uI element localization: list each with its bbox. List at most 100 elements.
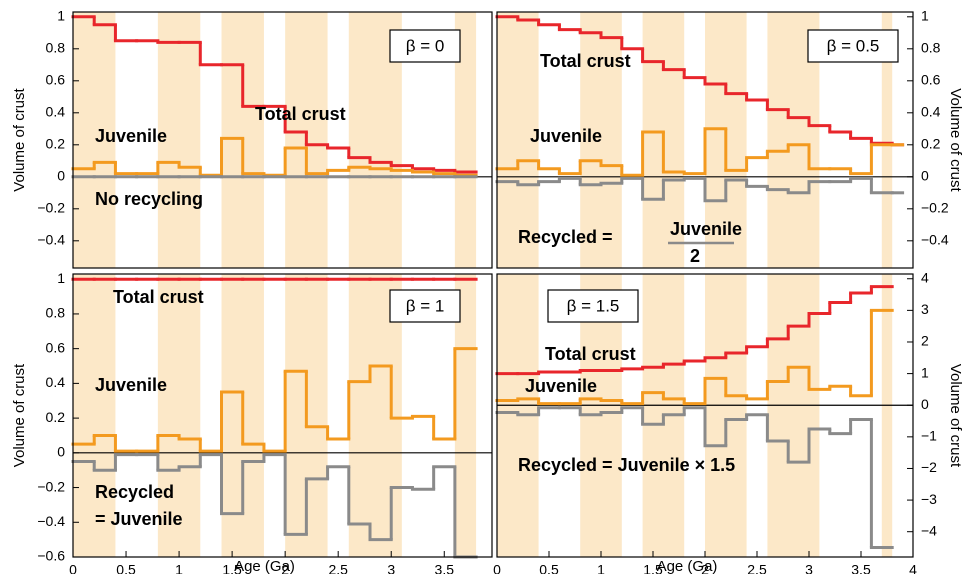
y-tick-label: 0.4 bbox=[46, 374, 66, 390]
y-tick-label: −0.4 bbox=[37, 513, 65, 529]
y-tick-label: 0.6 bbox=[46, 72, 66, 88]
step-connector bbox=[92, 348, 457, 452]
step-connector bbox=[516, 16, 894, 145]
y-tick-label: 3 bbox=[921, 301, 929, 317]
shaded-band bbox=[580, 12, 622, 268]
panel: −0.4 −0.2 0 0.2 0.4 0.6 0.8 1 Total crust Juvenil… bbox=[495, 8, 964, 269]
y-axis-label: Volume of crust bbox=[11, 363, 28, 467]
y-tick-label: 1 bbox=[921, 364, 929, 380]
y-tick-label: 0.2 bbox=[46, 136, 66, 152]
shaded-band bbox=[157, 12, 201, 268]
y-tick-label: 0 bbox=[57, 444, 65, 460]
y-tick-label: 0.8 bbox=[921, 40, 941, 56]
shaded-band bbox=[73, 274, 116, 557]
x-axis-label: Age (Ga) bbox=[657, 558, 718, 574]
shaded-band bbox=[157, 274, 201, 557]
y-tick-label: −4 bbox=[921, 522, 937, 538]
shaded-band bbox=[881, 12, 893, 268]
y-tick-label: 0.2 bbox=[46, 409, 66, 425]
annotation: Juvenile bbox=[670, 219, 742, 239]
panel-title: β = 0 bbox=[406, 36, 445, 55]
shaded-band bbox=[705, 274, 747, 557]
y-tick-label: −2 bbox=[921, 459, 937, 475]
y-axis-label: Volume of crust bbox=[11, 87, 28, 191]
y-tick-label: 0.6 bbox=[921, 72, 941, 88]
x-tick-label: 3.5 bbox=[851, 562, 871, 574]
series-label: Total crust bbox=[255, 104, 346, 124]
x-tick-label: 0.5 bbox=[116, 562, 136, 574]
panel-frame bbox=[496, 273, 914, 558]
y-tick-label: 0.8 bbox=[46, 40, 66, 56]
shaded-band bbox=[881, 274, 893, 557]
annotation: Recycled bbox=[95, 482, 174, 502]
x-tick-label: 1 bbox=[175, 562, 183, 574]
title-box bbox=[389, 289, 461, 323]
title-box bbox=[547, 289, 639, 323]
x-tick-label: 1.5 bbox=[222, 562, 242, 574]
panel-frame bbox=[72, 11, 493, 269]
x-tick-label: 2.5 bbox=[747, 562, 767, 574]
shaded-band bbox=[73, 12, 116, 268]
series-label: Total crust bbox=[113, 287, 204, 307]
y-tick-label: −1 bbox=[921, 428, 937, 444]
y-tick-label: 0.4 bbox=[921, 104, 941, 120]
title-box bbox=[389, 29, 461, 63]
annotation: Recycled = Juvenile × 1.5 bbox=[518, 455, 735, 475]
y-tick-label: 0.4 bbox=[46, 104, 66, 120]
y-tick-label: −0.4 bbox=[37, 232, 65, 248]
series-label: Juvenile bbox=[525, 376, 597, 396]
x-tick-label: 2 bbox=[281, 562, 289, 574]
series-label: Juvenile bbox=[530, 126, 602, 146]
y-tick-label: −3 bbox=[921, 491, 937, 507]
x-tick-label: 0 bbox=[69, 562, 77, 574]
title-box bbox=[807, 29, 899, 63]
y-tick-label: 4 bbox=[921, 269, 929, 285]
y-tick-label: −0.2 bbox=[37, 478, 65, 494]
x-tick-label: 1.5 bbox=[643, 562, 663, 574]
annotation: Recycled = bbox=[518, 227, 613, 247]
x-tick-label: 1 bbox=[597, 562, 605, 574]
x-axis-label: Age (Ga) bbox=[234, 558, 295, 574]
series-label: Juvenile bbox=[95, 126, 167, 146]
y-tick-label: −0.2 bbox=[37, 200, 65, 216]
panel-frame bbox=[496, 11, 914, 269]
y-tick-label: 1 bbox=[57, 270, 65, 286]
y-tick-label: 2 bbox=[921, 333, 929, 349]
x-tick-label: 0 bbox=[493, 562, 501, 574]
panel: −0.6 −0.4 −0.2 0 0.2 0.4 0.6 0.8 1 0 0.5 1 1.5 2 2.5 3 3… bbox=[11, 270, 493, 574]
annotation: No recycling bbox=[95, 189, 203, 209]
series-label: Juvenile bbox=[95, 375, 167, 395]
series-label: Total crust bbox=[545, 344, 636, 364]
y-tick-label: 0 bbox=[57, 168, 65, 184]
series-label: Total crust bbox=[540, 51, 631, 71]
x-tick-label: 2 bbox=[701, 562, 709, 574]
panel-title: β = 1 bbox=[406, 296, 445, 315]
annotation: 2 bbox=[690, 246, 700, 266]
y-tick-label: 1 bbox=[921, 8, 929, 24]
x-tick-label: 4 bbox=[909, 562, 917, 574]
y-tick-label: 0.6 bbox=[46, 339, 66, 355]
annotation: = Juvenile bbox=[95, 509, 183, 529]
x-tick-label: 2.5 bbox=[328, 562, 348, 574]
panel-frame bbox=[72, 273, 493, 558]
x-tick-label: 3 bbox=[805, 562, 813, 574]
y-axis-label: Volume of crust bbox=[947, 364, 964, 468]
shaded-band bbox=[454, 12, 477, 268]
y-tick-label: 0 bbox=[921, 168, 929, 184]
shaded-band bbox=[454, 274, 477, 557]
y-tick-label: −0.2 bbox=[921, 200, 949, 216]
panel-title: β = 0.5 bbox=[827, 36, 880, 55]
shaded-band bbox=[497, 12, 539, 268]
shaded-band bbox=[767, 274, 820, 557]
panel-title: β = 1.5 bbox=[567, 296, 620, 315]
y-axis-label: Volume of crust bbox=[947, 88, 964, 192]
step-connector bbox=[92, 454, 457, 557]
y-tick-label: −0.6 bbox=[37, 548, 65, 564]
x-tick-label: 0.5 bbox=[539, 562, 559, 574]
y-tick-label: −0.4 bbox=[921, 232, 949, 248]
y-tick-label: 0.8 bbox=[46, 305, 66, 321]
panel: −0.4 −0.2 0 0.2 0.4 0.6 0.8 1 Total crust Juvenil… bbox=[11, 8, 493, 269]
y-tick-label: 0.2 bbox=[921, 136, 941, 152]
y-tick-label: 0 bbox=[921, 396, 929, 412]
